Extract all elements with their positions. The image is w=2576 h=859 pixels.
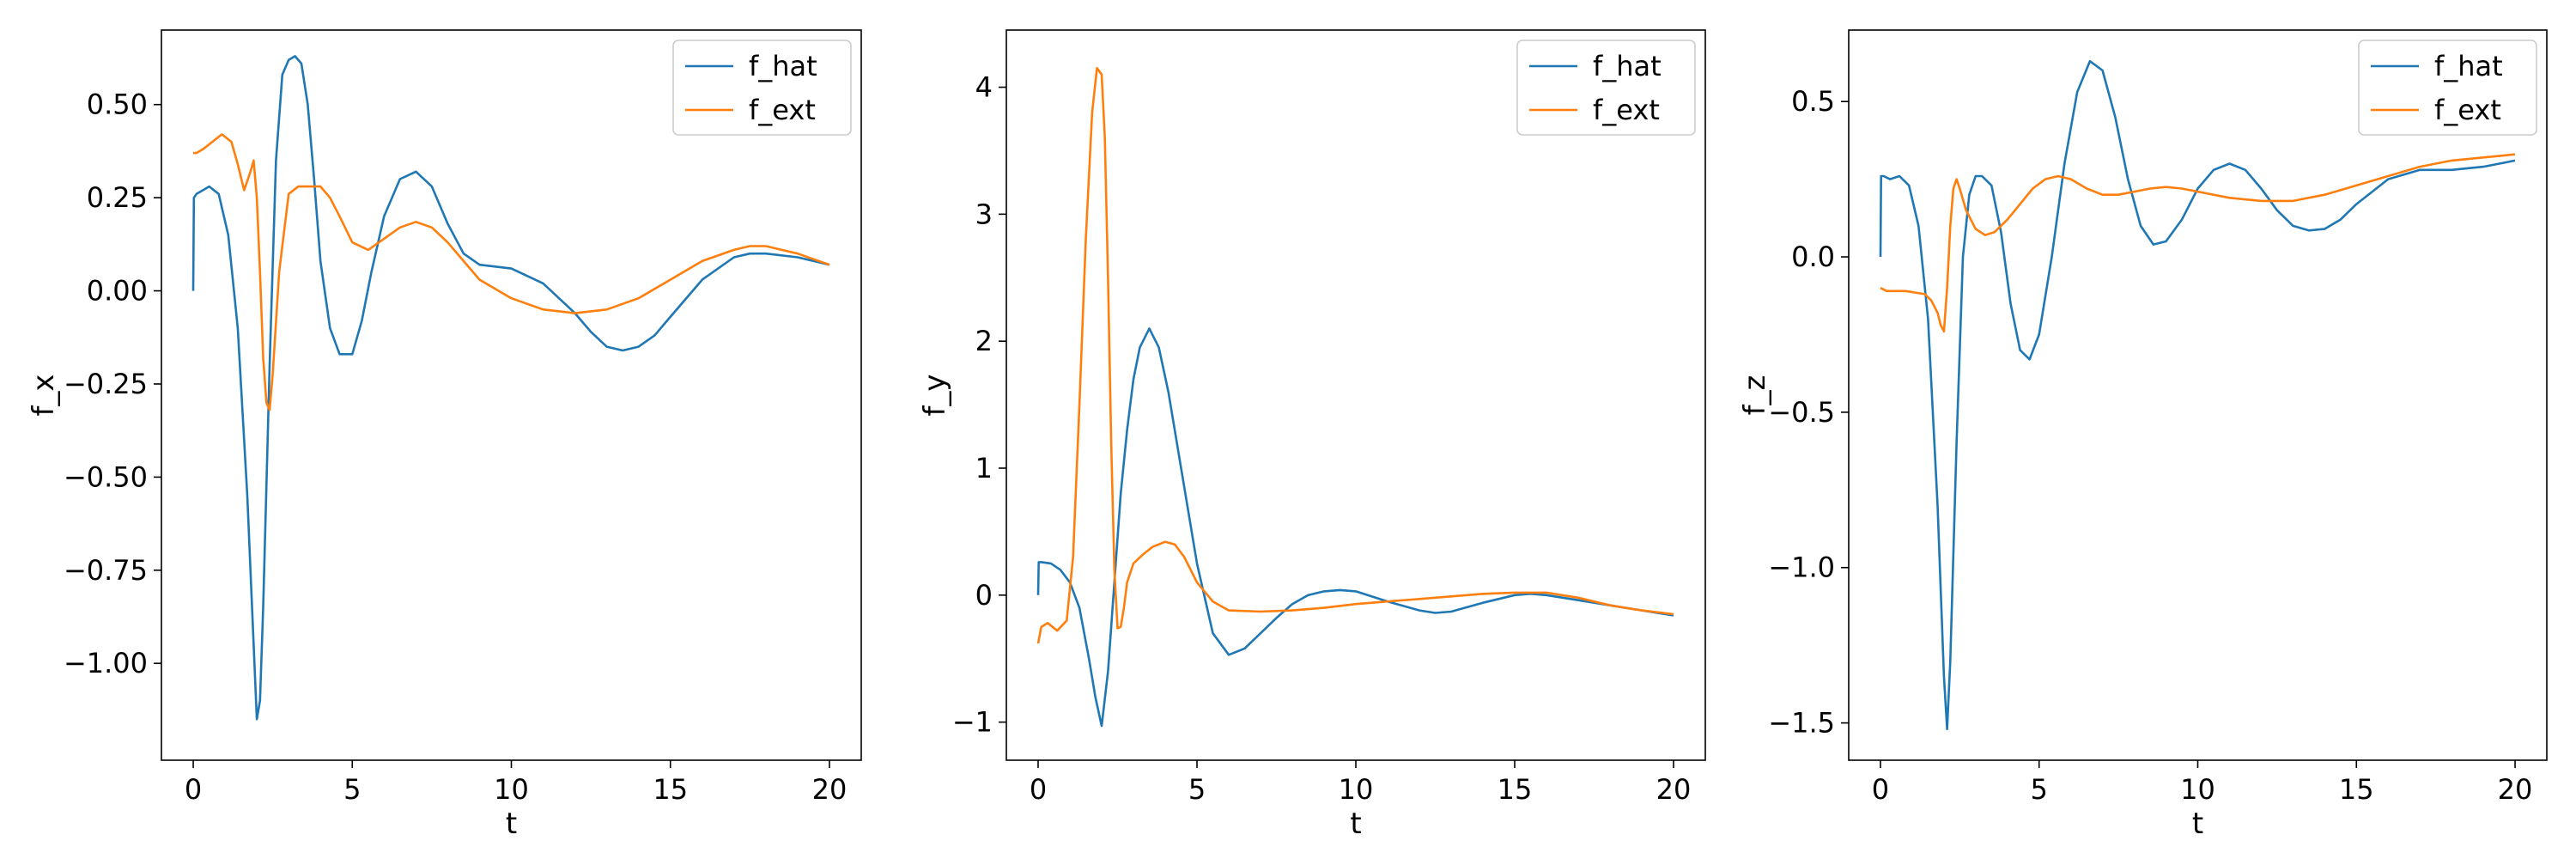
- y-tick-label: −1.00: [64, 647, 148, 679]
- x-tick-label: 5: [2031, 773, 2048, 806]
- subplot-1: 0 5 10 15 20 0.50 0.25 0.00 −0.25 −0.50 −0.75 −1.00…: [27, 29, 862, 841]
- x-tick-label: 5: [343, 773, 361, 806]
- y-tick-label: −1.5: [1768, 707, 1835, 740]
- y-tick-label: 0.0: [1791, 241, 1835, 273]
- x-tick-label: 10: [494, 773, 529, 806]
- legend-box: [2358, 40, 2537, 136]
- x-axis-label: t: [2192, 807, 2203, 841]
- series-line-f_hat: [1036, 327, 1674, 728]
- y-tick-label: 2: [975, 325, 993, 357]
- x-tick-label: 10: [1339, 773, 1374, 806]
- series-line-f_ext: [1036, 67, 1674, 644]
- y-tick-label: −0.25: [64, 368, 148, 400]
- series-line-f_hat: [191, 55, 830, 721]
- x-tick-label: 20: [2498, 773, 2533, 806]
- legend-label-f_ext: f_ext: [1593, 94, 1660, 126]
- y-tick-label: 0.25: [87, 181, 148, 214]
- y-axis-label: f_z: [1738, 375, 1772, 416]
- legend: f_hat f_ext: [672, 40, 852, 136]
- x-tick-label: 0: [1872, 773, 1889, 806]
- x-tick-label: 15: [1498, 773, 1533, 806]
- y-tick-label: −1.0: [1768, 551, 1835, 584]
- y-tick-label: 3: [975, 198, 993, 230]
- y-axis-label: f_x: [27, 374, 61, 416]
- x-tick-label: 0: [1030, 773, 1047, 806]
- y-tick-label: 0.50: [87, 88, 148, 121]
- legend: f_hat f_ext: [2358, 40, 2537, 136]
- x-tick-label: 0: [185, 773, 202, 806]
- legend-box: [672, 40, 852, 136]
- y-tick-label: 4: [975, 71, 993, 104]
- y-tick-label: −0.75: [64, 554, 148, 587]
- y-tick-label: 0: [975, 579, 993, 612]
- x-axis-label: t: [506, 807, 517, 841]
- y-tick-label: 0.5: [1791, 85, 1835, 118]
- y-tick-label: 1: [975, 452, 993, 484]
- legend-label-f_hat: f_hat: [2434, 50, 2503, 82]
- legend-label-f_hat: f_hat: [1593, 50, 1662, 82]
- series-line-f_ext: [1880, 153, 2516, 333]
- y-tick-label: −1: [952, 706, 993, 739]
- legend-label-f_ext: f_ext: [2434, 94, 2501, 126]
- y-tick-label: −0.50: [64, 460, 148, 493]
- x-tick-label: 10: [2180, 773, 2215, 806]
- x-axis-label: t: [1350, 807, 1361, 841]
- legend-label-f_hat: f_hat: [749, 50, 817, 82]
- series-line-f_hat: [1879, 59, 2516, 731]
- subplot-3: 0 5 10 15 20 0.5 0.0 −0.5 −1.0 −1.5 t f_z f_hat f_ext: [1738, 29, 2548, 841]
- axes-frame: [1848, 29, 2548, 761]
- legend-box: [1516, 40, 1696, 136]
- y-axis-label: f_y: [918, 374, 952, 416]
- y-tick-label: −0.5: [1768, 396, 1835, 429]
- x-tick-label: 5: [1188, 773, 1206, 806]
- x-tick-label: 20: [812, 773, 848, 806]
- x-tick-label: 15: [2339, 773, 2374, 806]
- legend-label-f_ext: f_ext: [749, 94, 816, 126]
- y-tick-label: 0.00: [87, 275, 148, 308]
- legend: f_hat f_ext: [1516, 40, 1696, 136]
- x-tick-label: 20: [1656, 773, 1692, 806]
- series-line-f_ext: [193, 133, 830, 411]
- x-tick-label: 15: [653, 773, 688, 806]
